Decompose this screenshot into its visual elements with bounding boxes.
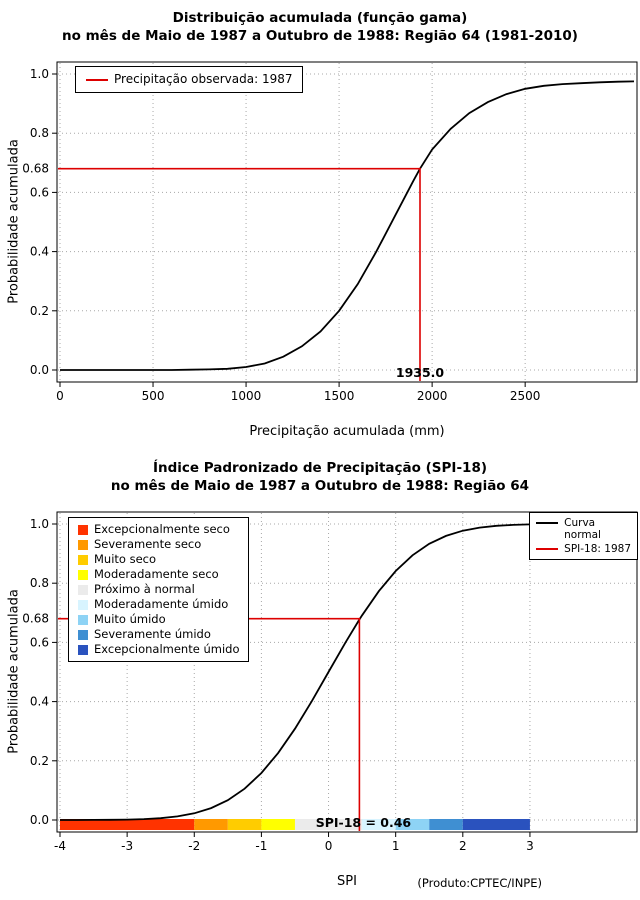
legend-label: Muito úmido (94, 612, 166, 626)
legend-label: Moderadamente úmido (94, 597, 229, 611)
product-credit: (Produto:CPTEC/INPE) (417, 876, 542, 890)
x-axis-label: Precipitação acumulada (mm) (249, 424, 445, 439)
marker-label: SPI-18 = 0.46 (316, 815, 412, 830)
marker-lines (58, 167, 421, 381)
spi-colorbar-segment (395, 819, 430, 830)
legend-item: Muito úmido (78, 612, 239, 627)
plot-border (56, 511, 638, 833)
legend-color-swatch (78, 539, 88, 550)
spi-cdf-figure: Índice Padronizado de Precipitação (SPI-… (0, 450, 640, 900)
legend-line-sample (536, 548, 559, 550)
y-tick-label: 0.8 (30, 576, 49, 590)
legend-label: Excepcionalmente seco (94, 522, 230, 536)
y-tick-label: 1.0 (30, 517, 49, 531)
x-tick-label: 0 (325, 839, 333, 853)
x-tick-label: -4 (54, 839, 66, 853)
legend-color-swatch (78, 584, 88, 595)
marker-label: 1935.0 (396, 365, 445, 380)
legend-color-swatch (78, 569, 88, 580)
plot-border (56, 61, 638, 383)
x-tick-label: -2 (188, 839, 200, 853)
y-tick-label: 0.6 (30, 635, 49, 649)
spi-colorbar-segment (227, 819, 262, 830)
x-axis-label: SPI (337, 874, 357, 889)
gamma-cdf-figure: Distribuição acumulada (função gama) no … (7, 10, 638, 439)
legend-observed-precipitation: Precipitação observada: 1987 (75, 66, 304, 93)
x-tick-label: 2 (459, 839, 467, 853)
spi-colorbar-segment (462, 819, 530, 830)
y-tick-label: 0.8 (30, 126, 49, 140)
legend-label: Curva normal (564, 517, 601, 541)
y-tick-label: 0.0 (30, 813, 49, 827)
legend-item: Excepcionalmente seco (78, 522, 239, 537)
legend-label: SPI-18: 1987 (564, 543, 631, 555)
y-tick-label: 1.0 (30, 67, 49, 81)
x-tick-label: 0 (56, 389, 64, 403)
legend-curves: Curva normal SPI-18: 1987 (529, 512, 638, 560)
x-tick-label: -3 (121, 839, 133, 853)
legend-color-swatch (78, 554, 88, 565)
x-tick-label: 1 (392, 839, 400, 853)
legend-color-swatch (78, 524, 88, 535)
y-tick-label: 0.4 (30, 245, 49, 259)
legend-item: Curva normal (536, 516, 631, 542)
marker-y-value: 0.68 (22, 162, 49, 176)
legend-item: Precipitação observada: 1987 (86, 71, 292, 88)
legend-spi-categories: Excepcionalmente seco Severamente seco Mui… (68, 517, 250, 662)
legend-label: Excepcionalmente úmido (94, 642, 240, 656)
spi-colorbar-segment (261, 819, 295, 830)
y-tick-label: 0.0 (30, 363, 49, 377)
x-tick-label: 1000 (231, 389, 262, 403)
figure-title: Índice Padronizado de Precipitação (SPI-… (152, 460, 488, 476)
figure-title: Distribuição acumulada (função gama) (172, 10, 468, 26)
legend-label: Severamente úmido (94, 627, 211, 641)
y-tick-label: 0.6 (30, 185, 49, 199)
legend-item: Severamente úmido (78, 627, 239, 642)
legend-label: Severamente seco (94, 537, 202, 551)
legend-color-swatch (78, 644, 88, 655)
y-tick-label: 0.2 (30, 754, 49, 768)
legend-item: Moderadamente seco (78, 567, 239, 582)
legend-line-sample (86, 78, 108, 81)
gamma-cdf-plot: 0 500 1000 1500 2000 2500 0.0 0.2 0.4 0.6 0.8 1.0 0.… (22, 61, 638, 403)
figure-subtitle: no mês de Maio de 1987 a Outubro de 1988… (110, 478, 530, 494)
x-tick-label: -1 (255, 839, 267, 853)
spi-colorbar-segment (194, 819, 228, 830)
x-tick-label: 2000 (417, 389, 448, 403)
legend-label: Moderadamente seco (94, 567, 219, 581)
legend-item: Muito seco (78, 552, 239, 567)
legend-item: Severamente seco (78, 537, 239, 552)
spi-colorbar-segment (294, 819, 363, 830)
legend-label: Precipitação observada: 1987 (114, 72, 293, 86)
legend-color-swatch (78, 614, 88, 625)
spi-colorbar-segment (362, 819, 396, 830)
legend-line-sample (536, 522, 559, 524)
spi-colorbar-segment (60, 819, 195, 830)
legend-item: Próximo à normal (78, 582, 239, 597)
legend-item: Excepcionalmente úmido (78, 642, 239, 657)
legend-color-swatch (78, 599, 88, 610)
marker-y-value: 0.68 (22, 612, 49, 626)
legend-color-swatch (78, 629, 88, 640)
figure-subtitle: no mês de Maio de 1987 a Outubro de 1988… (62, 28, 578, 44)
legend-label: Próximo à normal (94, 582, 195, 596)
x-tick-label: 500 (142, 389, 165, 403)
x-tick-label: 3 (526, 839, 534, 853)
legend-item: SPI-18: 1987 (536, 542, 631, 556)
y-tick-label: 0.2 (30, 304, 49, 318)
x-tick-label: 1500 (324, 389, 355, 403)
y-tick-label: 0.4 (30, 695, 49, 709)
legend-label: Muito seco (94, 552, 157, 566)
legend-item: Moderadamente úmido (78, 597, 239, 612)
spi-colorbar-segment (429, 819, 463, 830)
x-tick-label: 2500 (510, 389, 541, 403)
cdf-curve (60, 80, 635, 371)
